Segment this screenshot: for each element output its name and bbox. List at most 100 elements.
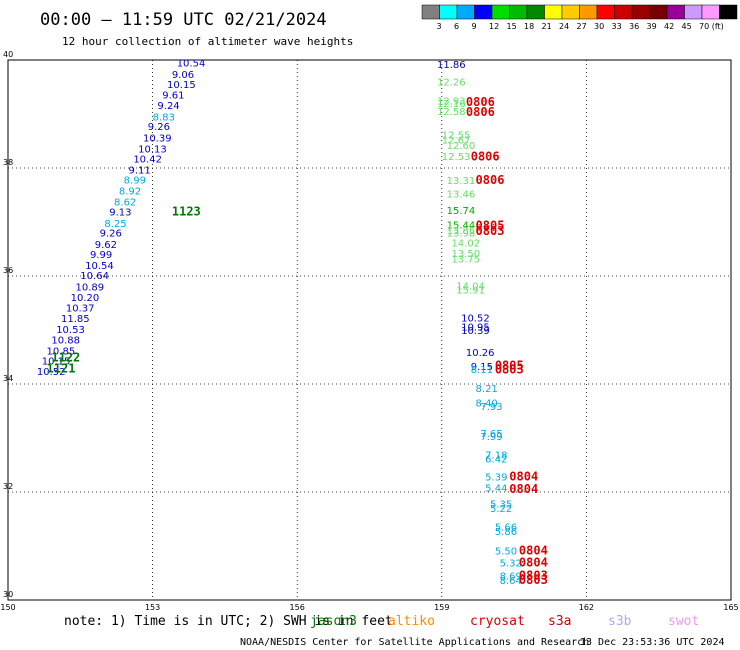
- wave-height-label: 12.58: [437, 107, 466, 118]
- x-tick-label: 165: [723, 603, 738, 612]
- x-tick-label: 153: [145, 603, 160, 612]
- wave-height-label: 7.65: [480, 429, 502, 440]
- wave-height-label: 7.93: [480, 402, 502, 413]
- x-tick-labels: 150 153 156 159 162 165: [0, 603, 738, 612]
- colorbar-swatch: [474, 4, 493, 20]
- x-tick-label: 162: [579, 603, 594, 612]
- wave-height-label: 8.25: [104, 219, 126, 230]
- wave-height-label: 7.99: [480, 432, 502, 443]
- wave-height-label: 13.46: [447, 190, 476, 201]
- chart-title: 00:00 — 11:59 UTC 02/21/2024: [40, 10, 327, 30]
- satellite-name: altiko: [388, 614, 435, 629]
- colorbar-swatch: [561, 4, 580, 20]
- colorbar-swatch: [579, 4, 598, 20]
- wave-height-label: 10.52: [461, 313, 490, 324]
- wave-height-label: 10.37: [66, 304, 95, 315]
- colorbar-swatch: [456, 4, 475, 20]
- satellite-name: s3a: [548, 614, 571, 629]
- y-tick-label: 34: [3, 374, 13, 383]
- wave-height-label: 10.39: [461, 326, 490, 337]
- pass-time-label: 0806: [466, 95, 495, 109]
- wave-height-label: 10.13: [138, 144, 167, 155]
- wave-height-label: 8.99: [124, 176, 146, 187]
- colorbar-swatch: [701, 4, 720, 20]
- pass-time-label: 0803: [495, 363, 524, 377]
- satellite-name: swot: [668, 614, 699, 629]
- colorbar-label: 3: [437, 22, 442, 31]
- wave-height-label: 8.69: [500, 571, 522, 582]
- wave-height-label: 11.85: [61, 314, 90, 325]
- wave-height-label: 7.18: [485, 451, 507, 462]
- wave-height-label: 5.22: [490, 504, 512, 515]
- colorbar-swatch: [666, 4, 685, 20]
- y-tick-label: 30: [3, 590, 13, 599]
- colorbar: [421, 4, 738, 20]
- wave-height-label: 10.88: [51, 336, 80, 347]
- colorbar-swatch: [649, 4, 668, 20]
- colorbar-swatch: [421, 4, 440, 20]
- colorbar-swatch: [684, 4, 703, 20]
- wave-height-label: 12.93: [437, 96, 466, 107]
- colorbar-label: 9: [472, 22, 477, 31]
- wave-height-label: 5.32: [500, 559, 522, 570]
- pass-time-label: 0803: [476, 224, 505, 238]
- wave-height-label: 10.54: [85, 261, 114, 272]
- wave-height-label: 9.26: [148, 122, 170, 133]
- wave-height-label: 12.16: [437, 99, 466, 110]
- wave-height-label: 10.42: [133, 155, 162, 166]
- pass-time-label: 1121: [47, 362, 76, 376]
- wave-height-label: 8.64: [500, 576, 522, 587]
- x-tick-label: 150: [0, 603, 15, 612]
- pass-time-label: 0803: [519, 573, 548, 587]
- wave-height-label: 8.21: [476, 384, 498, 395]
- wave-height-label: 12.55: [442, 130, 471, 141]
- wave-height-label: 12.67: [442, 136, 471, 147]
- pass-time-label: 0805: [476, 219, 505, 233]
- chart-subtitle: 12 hour collection of altimeter wave hei…: [62, 35, 353, 48]
- colorbar-label: 27: [577, 22, 587, 31]
- wave-height-label: 9.62: [95, 240, 117, 251]
- pass-time-label: 0804: [509, 482, 538, 496]
- colorbar-swatch: [631, 4, 650, 20]
- pass-time-label: 0805: [495, 358, 524, 372]
- wave-height-label: 10.20: [71, 293, 100, 304]
- x-tick-label: 156: [290, 603, 305, 612]
- colorbar-swatch: [509, 4, 528, 20]
- y-tick-label: 40: [3, 50, 13, 59]
- wave-height-points: 10.549.0610.159.619.248.839.2610.3910.13…: [37, 58, 522, 586]
- wave-height-label: 15.91: [456, 285, 485, 296]
- wave-height-label: 10.64: [80, 271, 109, 282]
- wave-height-label: 14.02: [451, 238, 480, 249]
- wave-height-label: 10.15: [42, 357, 71, 368]
- wave-height-label: 14.04: [456, 282, 485, 293]
- pass-time-label: 0806: [466, 105, 495, 119]
- wave-height-label: 13.31: [447, 176, 476, 187]
- colorbar-label: 24: [559, 22, 569, 31]
- colorbar-labels: 3 6 9 12 15 18 21 24 27 30 33 36 39 42 45 70 (ft): [437, 22, 724, 31]
- colorbar-swatch: [439, 4, 458, 20]
- satellite-name: s3b: [608, 614, 632, 629]
- wave-height-label: 13.98: [447, 229, 476, 240]
- wave-height-label: 9.15: [471, 362, 493, 373]
- colorbar-label: 12: [489, 22, 499, 31]
- y-tick-labels: 30 32 34 36 38 40: [3, 50, 13, 599]
- satellite-name: cryosat: [470, 614, 525, 629]
- colorbar-label: 42: [664, 22, 674, 31]
- wave-height-label: 5.66: [495, 522, 517, 533]
- wave-height-label: 6.42: [485, 454, 507, 465]
- y-tick-label: 32: [3, 482, 13, 491]
- wave-height-label: 10.54: [177, 58, 206, 69]
- colorbar-swatch: [491, 4, 510, 20]
- wave-height-label: 10.53: [56, 325, 85, 336]
- colorbar-label: 18: [524, 22, 534, 31]
- pass-time-label: 1122: [51, 350, 80, 364]
- pass-labels: 1123112211210806080608060806080508030805…: [47, 95, 548, 587]
- generated-timestamp: 13 Dec 23:53:36 UTC 2024: [580, 637, 725, 648]
- colorbar-swatch: [526, 4, 545, 20]
- wave-height-label: 10.52: [37, 367, 66, 378]
- wave-height-label: 8.83: [153, 112, 175, 123]
- wave-height-label: 10.95: [461, 323, 490, 334]
- colorbar-label: 70 (ft): [699, 22, 724, 31]
- pass-time-label: 0803: [519, 568, 548, 582]
